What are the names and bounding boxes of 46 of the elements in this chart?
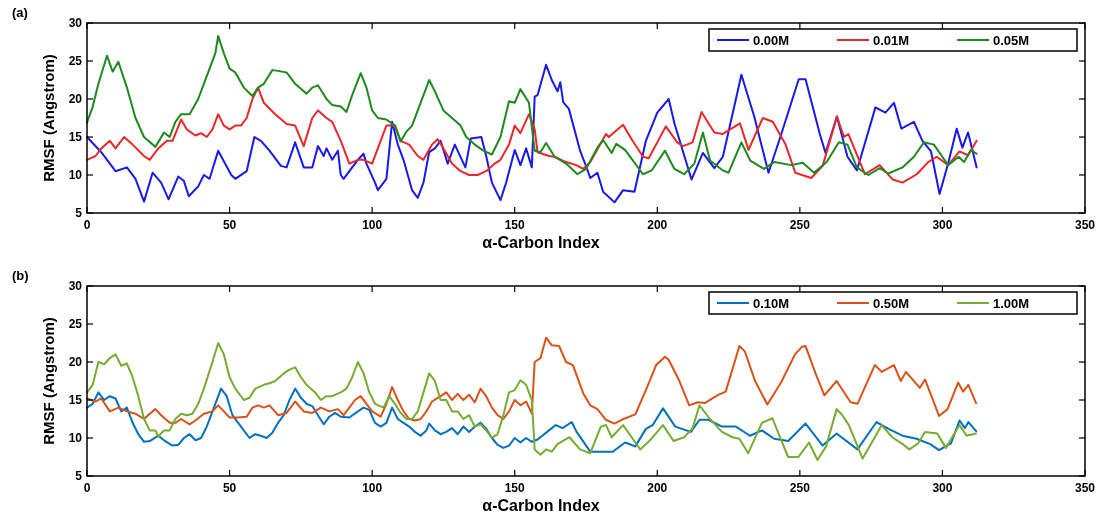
x-tick-label: 300 bbox=[932, 481, 953, 495]
x-tick-label: 0 bbox=[83, 481, 91, 495]
legend-label: 0.05M bbox=[993, 32, 1030, 48]
y-tick-label: 10 bbox=[68, 168, 83, 182]
x-tick-label: 100 bbox=[362, 481, 383, 495]
y-axis-title: RMSF (Angstrom) bbox=[40, 54, 57, 182]
y-tick-label: 5 bbox=[75, 206, 83, 220]
y-tick-label: 5 bbox=[75, 469, 83, 483]
x-tick-label: 100 bbox=[362, 218, 383, 232]
y-tick-label: 30 bbox=[68, 279, 83, 293]
x-tick-label: 350 bbox=[1074, 481, 1096, 495]
legend-label: 0.10M bbox=[753, 295, 790, 311]
x-tick-label: 0 bbox=[83, 218, 91, 232]
x-tick-label: 150 bbox=[504, 481, 526, 495]
x-tick-label: 250 bbox=[789, 218, 811, 232]
line-series bbox=[86, 387, 978, 453]
legend-label: 0.01M bbox=[873, 32, 910, 48]
legend-label: 1.00M bbox=[993, 295, 1030, 311]
x-tick-label: 150 bbox=[504, 218, 526, 232]
x-tick-label: 350 bbox=[1074, 218, 1096, 232]
x-tick-label: 200 bbox=[647, 218, 668, 232]
y-tick-label: 30 bbox=[68, 16, 83, 30]
y-tick-label: 25 bbox=[68, 54, 83, 68]
chart-title: (a) bbox=[12, 5, 28, 20]
line-series bbox=[86, 63, 978, 204]
y-tick-label: 10 bbox=[68, 431, 83, 445]
y-tick-label: 20 bbox=[68, 92, 83, 106]
x-tick-label: 200 bbox=[647, 481, 668, 495]
y-tick-label: 15 bbox=[68, 130, 83, 144]
y-axis-title: RMSF (Angstrom) bbox=[40, 317, 57, 445]
line-series bbox=[86, 342, 978, 462]
line-series bbox=[86, 34, 978, 176]
line-series bbox=[86, 336, 978, 426]
y-tick-label: 25 bbox=[68, 317, 83, 331]
y-tick-label: 20 bbox=[68, 355, 83, 369]
chart-title: (b) bbox=[12, 268, 29, 283]
x-tick-label: 300 bbox=[932, 218, 953, 232]
x-axis-title: α-Carbon Index bbox=[482, 234, 600, 251]
legend-label: 0.50M bbox=[873, 295, 910, 311]
x-tick-label: 50 bbox=[222, 481, 237, 495]
x-axis-title: α-Carbon Index bbox=[482, 497, 600, 514]
x-tick-label: 50 bbox=[222, 218, 237, 232]
y-tick-label: 15 bbox=[68, 393, 83, 407]
legend-label: 0.00M bbox=[753, 32, 790, 48]
line-series bbox=[86, 86, 978, 184]
x-tick-label: 250 bbox=[789, 481, 811, 495]
